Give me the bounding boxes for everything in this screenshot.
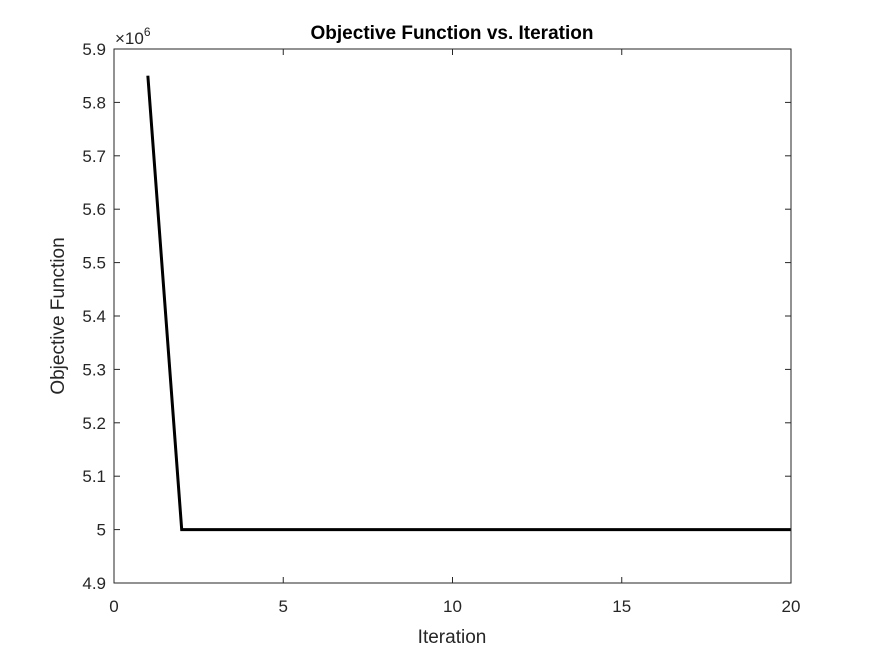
y-tick-label: 5.9 (82, 40, 106, 59)
x-tick-label: 5 (279, 597, 288, 616)
y-tick-label: 5.2 (82, 414, 106, 433)
y-tick-label: 5.3 (82, 360, 106, 379)
plot-area (114, 49, 791, 583)
y-tick-label: 5.8 (82, 93, 106, 112)
y-exponent-power: 6 (144, 25, 151, 39)
y-exponent-base: ×10 (115, 29, 144, 48)
x-tick-label: 15 (612, 597, 631, 616)
y-axis-label: Objective Function (48, 237, 69, 394)
y-tick-label: 5 (97, 521, 106, 540)
objective-function-line (146, 75, 791, 532)
x-axis-tick-labels: 0 5 10 15 20 (109, 597, 800, 616)
x-tick-label: 10 (443, 597, 462, 616)
x-tick-label: 20 (782, 597, 801, 616)
y-exponent-label: ×106 (115, 25, 151, 48)
y-tick-label: 5.5 (82, 254, 106, 273)
y-tick-label: 5.7 (82, 147, 106, 166)
y-tick-label: 5.6 (82, 200, 106, 219)
x-axis-label: Iteration (418, 627, 487, 648)
chart-title: Objective Function vs. Iteration (311, 23, 594, 44)
y-tick-label: 5.4 (82, 307, 106, 326)
x-tick-label: 0 (109, 597, 118, 616)
y-tick-label: 5.1 (82, 467, 106, 486)
y-tick-label: 4.9 (82, 574, 106, 593)
axes-box (113, 48, 792, 584)
series-layer (146, 75, 791, 532)
y-axis-tick-labels: 4.9 5 5.1 5.2 5.3 5.4 5.5 5.6 5.7 5.8 5.9 (82, 40, 106, 593)
